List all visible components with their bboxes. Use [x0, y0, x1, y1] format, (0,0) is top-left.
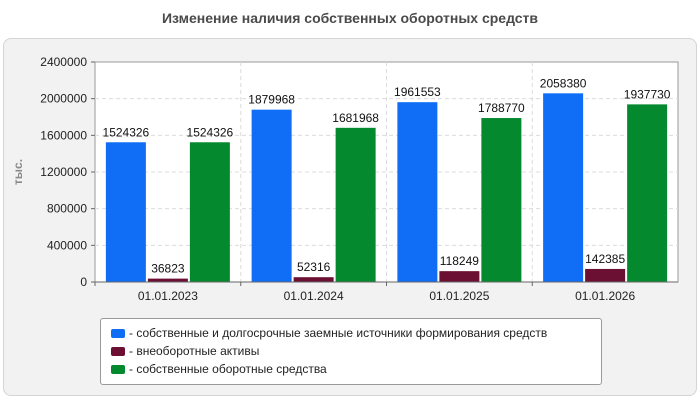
- legend-item-noncurrent-assets: - внеоборотные активы: [111, 343, 259, 359]
- bar: [439, 271, 480, 282]
- legend-item-sources: - собственные и долгосрочные заемные ист…: [111, 325, 547, 341]
- legend-label-noncurrent-assets: - внеоборотные активы: [129, 344, 260, 358]
- data-label: 1937730: [624, 87, 671, 101]
- data-label: 36823: [151, 262, 185, 276]
- data-label: 142385: [585, 252, 625, 266]
- y-tick-label: 1600000: [40, 128, 87, 142]
- data-label: 52316: [297, 260, 331, 274]
- bar: [147, 278, 188, 282]
- bar: [335, 127, 376, 282]
- y-tick-label: 800000: [47, 202, 87, 216]
- bar: [627, 104, 668, 282]
- data-label: 1879968: [248, 93, 295, 107]
- y-tick-label: 0: [80, 275, 87, 289]
- y-axis-label: тыс.: [11, 159, 25, 185]
- x-tick-label: 01.01.2025: [429, 289, 489, 303]
- data-label: 2058380: [540, 76, 587, 90]
- y-tick-label: 400000: [47, 238, 87, 252]
- x-tick-label: 01.01.2024: [284, 289, 344, 303]
- bar: [189, 142, 230, 282]
- data-label: 1681968: [332, 111, 379, 125]
- y-tick-label: 1200000: [40, 165, 87, 179]
- data-label: 1788770: [478, 101, 525, 115]
- data-label: 118249: [440, 254, 479, 268]
- bar: [105, 142, 146, 282]
- legend-item-working-capital: - собственные оборотные средства: [111, 361, 327, 377]
- data-label: 1524326: [187, 125, 234, 139]
- legend-swatch-working-capital: [111, 364, 125, 374]
- legend-label-sources: - собственные и долгосрочные заемные ист…: [129, 326, 548, 340]
- chart-legend: - собственные и долгосрочные заемные ист…: [100, 318, 602, 385]
- y-tick-label: 2400000: [40, 55, 87, 69]
- bar: [251, 109, 292, 282]
- legend-swatch-sources: [111, 328, 125, 338]
- legend-swatch-noncurrent-assets: [111, 346, 125, 356]
- bar: [293, 277, 334, 282]
- bar: [481, 118, 522, 282]
- data-label: 1961553: [394, 85, 441, 99]
- bar: [585, 268, 626, 282]
- y-tick-label: 2000000: [40, 92, 87, 106]
- bar: [397, 102, 438, 282]
- x-tick-label: 01.01.2023: [138, 289, 198, 303]
- x-tick-label: 01.01.2026: [575, 289, 635, 303]
- legend-label-working-capital: - собственные оборотные средства: [129, 362, 327, 376]
- data-label: 1524326: [103, 125, 150, 139]
- bar: [543, 93, 584, 282]
- chart-title: Изменение наличия собственных оборотных …: [161, 10, 539, 26]
